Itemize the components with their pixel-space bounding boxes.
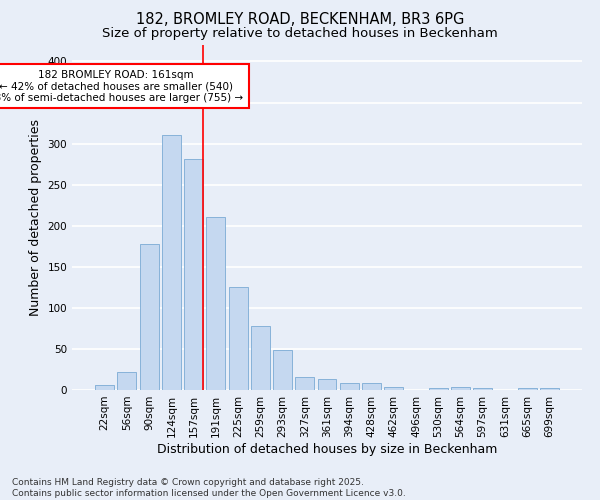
Bar (273, 350, 292, 390)
Y-axis label: Number of detached properties: Number of detached properties (29, 119, 42, 316)
Bar (340, 382, 359, 390)
Bar (229, 288, 248, 390)
Text: Contains HM Land Registry data © Crown copyright and database right 2025.
Contai: Contains HM Land Registry data © Crown c… (12, 478, 406, 498)
Bar (429, 388, 448, 390)
Bar (184, 159, 203, 390)
Text: Size of property relative to detached houses in Beckenham: Size of property relative to detached ho… (102, 28, 498, 40)
Bar (384, 386, 403, 390)
Bar (162, 136, 181, 390)
Bar (362, 384, 381, 390)
Text: 182 BROMLEY ROAD: 161sqm
← 42% of detached houses are smaller (540)
58% of semi-: 182 BROMLEY ROAD: 161sqm ← 42% of detach… (0, 70, 244, 103)
Bar (295, 377, 314, 390)
Bar (95, 385, 114, 390)
Bar (206, 216, 225, 390)
Bar (251, 326, 270, 390)
Bar (140, 244, 158, 390)
Bar (317, 380, 337, 390)
Bar (451, 386, 470, 390)
Bar (473, 388, 492, 390)
Bar (518, 388, 536, 390)
Text: 182, BROMLEY ROAD, BECKENHAM, BR3 6PG: 182, BROMLEY ROAD, BECKENHAM, BR3 6PG (136, 12, 464, 28)
Bar (540, 388, 559, 390)
X-axis label: Distribution of detached houses by size in Beckenham: Distribution of detached houses by size … (157, 442, 497, 456)
Bar (118, 372, 136, 390)
